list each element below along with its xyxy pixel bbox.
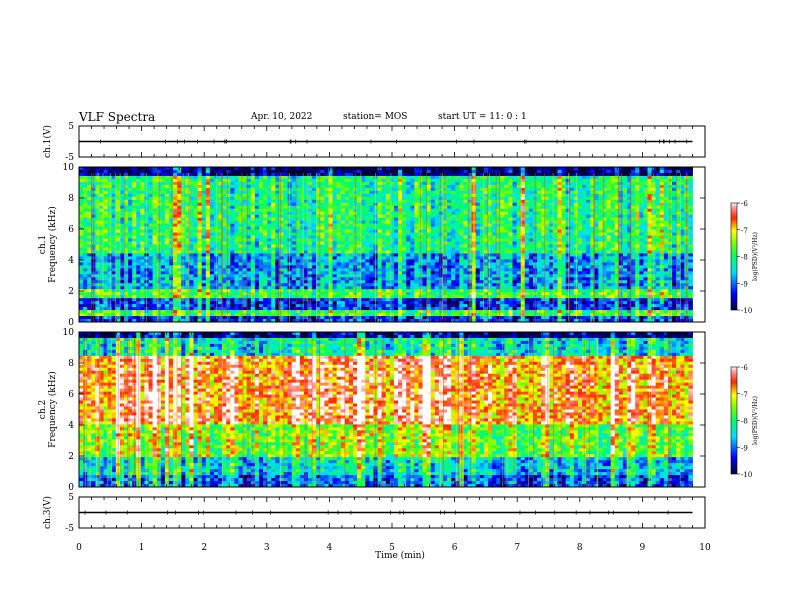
colorbar <box>730 202 738 311</box>
colorbar-tick-label: -8 <box>741 418 748 426</box>
y-tick-label: 5 <box>68 493 74 503</box>
y-tick-label: 6 <box>68 225 74 235</box>
x-tick-label: 4 <box>327 543 333 553</box>
station-label: station= MOS <box>343 112 408 122</box>
start-time-label: start UT = 11: 0 : 1 <box>438 112 527 122</box>
colorbar-tick-label: -6 <box>741 364 748 372</box>
x-tick-label: 8 <box>577 543 583 553</box>
y-axis-label: ch.3(V) <box>42 496 53 529</box>
date-label: Apr. 10, 2022 <box>251 112 313 122</box>
figure-title: VLF Spectra <box>79 110 156 124</box>
colorbar-tick-label: -8 <box>741 254 748 262</box>
y-tick-label: 6 <box>68 390 74 400</box>
x-tick-label: 5 <box>389 543 395 553</box>
y-axis-label: ch.1 <box>38 235 48 254</box>
colorbar-tick-label: -9 <box>741 280 748 288</box>
x-axis-label: Time (min) <box>375 550 425 561</box>
x-tick-label: 1 <box>139 543 145 553</box>
colorbar-label: log(PSD)(V²/Hz) <box>752 396 759 445</box>
y-tick-label: 4 <box>68 256 74 266</box>
y-tick-label: 0 <box>68 483 74 493</box>
y-tick-label: 10 <box>63 328 75 338</box>
y-tick-label: -5 <box>65 153 74 163</box>
x-tick-label: 6 <box>452 543 458 553</box>
x-tick-label: 10 <box>699 543 711 553</box>
colorbar-tick-label: -7 <box>741 391 748 399</box>
ch1-spectrogram <box>79 167 705 322</box>
x-tick-label: 3 <box>264 543 270 553</box>
colorbar-tick-label: -7 <box>741 227 748 235</box>
colorbar <box>730 366 738 475</box>
y-tick-label: 8 <box>68 194 74 204</box>
y-tick-label: 10 <box>63 163 75 173</box>
y-tick-label: 0 <box>68 318 74 328</box>
x-tick-label: 7 <box>514 543 520 553</box>
y-axis-label: Frequency (kHz) <box>47 206 58 283</box>
x-tick-label: 2 <box>201 543 207 553</box>
colorbar-tick-label: -9 <box>741 444 748 452</box>
y-axis-label: Frequency (kHz) <box>47 371 58 448</box>
y-tick-label: 5 <box>68 122 74 132</box>
colorbar-tick-label: -10 <box>741 307 752 315</box>
y-axis-label: ch.1(V) <box>42 125 53 158</box>
x-tick-label: 9 <box>640 543 646 553</box>
y-tick-label: 2 <box>68 452 74 462</box>
y-tick-label: 4 <box>68 421 74 431</box>
y-tick-label: 2 <box>68 287 74 297</box>
y-tick-label: -5 <box>65 524 74 534</box>
ch2-spectrogram <box>79 332 705 487</box>
colorbar-tick-label: -10 <box>741 471 752 479</box>
x-tick-label: 0 <box>76 543 82 553</box>
y-tick-label: 8 <box>68 359 74 369</box>
colorbar-tick-label: -6 <box>741 200 748 208</box>
colorbar-label: log(PSD)(V²/Hz) <box>752 232 759 281</box>
y-axis-label: ch.2 <box>38 400 48 419</box>
